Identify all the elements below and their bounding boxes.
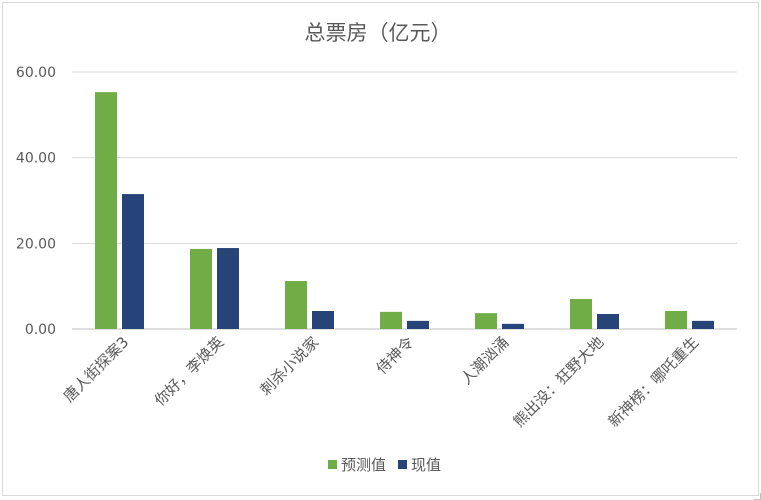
bars bbox=[95, 92, 714, 329]
bar-current bbox=[502, 323, 524, 329]
bar-forecast bbox=[95, 92, 117, 329]
bar-current bbox=[407, 320, 429, 329]
bar-forecast bbox=[285, 281, 307, 329]
bar-current bbox=[122, 194, 144, 329]
x-tick-label: 新神榜：哪吒重生 bbox=[605, 333, 703, 431]
bar-current bbox=[692, 320, 714, 329]
bar-forecast bbox=[475, 313, 497, 329]
bar-current bbox=[597, 314, 619, 329]
legend: 预测值 现值 bbox=[328, 456, 441, 474]
y-tick-label: 60.00 bbox=[16, 65, 56, 81]
x-tick-label: 刺杀小说家 bbox=[257, 333, 323, 399]
legend-swatch bbox=[398, 460, 407, 469]
resize-handle[interactable] bbox=[754, 493, 761, 500]
x-tick-label: 人潮汹涌 bbox=[457, 333, 512, 388]
y-axis-ticks: 0.00 20.00 40.00 60.00 bbox=[16, 65, 56, 338]
x-tick-label: 熊出没：狂野大地 bbox=[510, 333, 608, 431]
y-tick-label: 0.00 bbox=[25, 322, 56, 338]
bar-forecast bbox=[380, 311, 402, 329]
x-tick-label: 你好，李焕英 bbox=[151, 333, 227, 409]
bar-current bbox=[312, 311, 334, 329]
bar-current bbox=[217, 248, 239, 329]
gridlines bbox=[72, 71, 737, 330]
x-tick-label: 唐人街探案3 bbox=[60, 333, 133, 406]
legend-label: 现值 bbox=[411, 456, 441, 474]
y-tick-label: 40.00 bbox=[16, 151, 56, 167]
legend-swatch bbox=[328, 460, 337, 469]
chart-title: 总票房（亿元） bbox=[305, 21, 452, 45]
bar-forecast bbox=[665, 311, 687, 329]
y-tick-label: 20.00 bbox=[16, 236, 56, 252]
bar-forecast bbox=[570, 299, 592, 329]
bar-forecast bbox=[190, 248, 212, 329]
legend-label: 预测值 bbox=[341, 456, 386, 474]
x-tick-label: 侍神令 bbox=[373, 333, 418, 378]
